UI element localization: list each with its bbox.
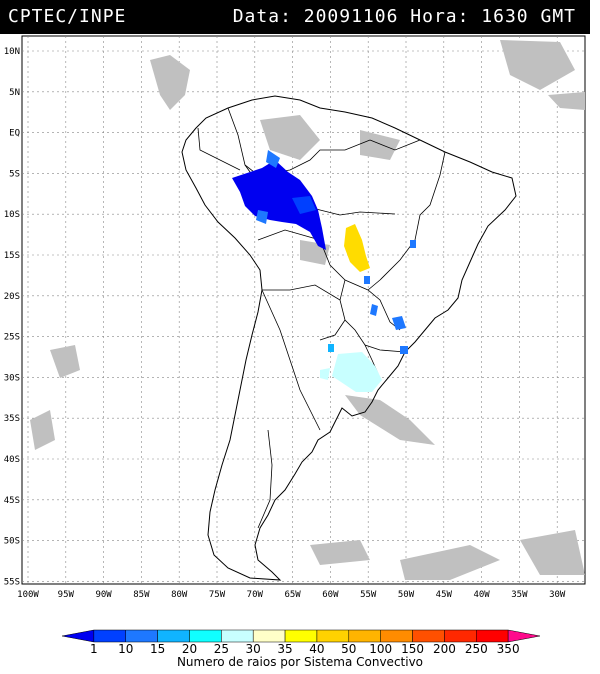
legend-swatch <box>507 629 541 643</box>
legend-tick-labels: 1 10 15 20 25 30 35 40 50 100 150 200 250 350 <box>90 642 520 656</box>
lon-label: 30W <box>549 590 566 600</box>
lat-label: 5S <box>9 169 20 179</box>
legend-tick: 30 <box>246 642 261 656</box>
legend-tick: 1 <box>90 642 98 656</box>
legend-swatch <box>412 629 445 643</box>
legend-tick: 50 <box>341 642 356 656</box>
lat-label: 5N <box>9 88 20 98</box>
lon-label: 50W <box>398 590 415 600</box>
legend-swatch <box>380 629 413 643</box>
lon-label: 85W <box>133 590 150 600</box>
legend-swatch <box>61 629 95 643</box>
lon-label: 45W <box>436 590 453 600</box>
lon-label: 95W <box>58 590 75 600</box>
lat-label: 10N <box>4 47 20 57</box>
legend-tick: 10 <box>118 642 133 656</box>
legend-swatch <box>252 629 286 643</box>
continent-outline <box>181 95 517 581</box>
country-borders <box>197 107 446 529</box>
legend-swatch <box>189 629 222 643</box>
lat-label: 25S <box>4 333 20 343</box>
lat-label: 15S <box>4 251 20 261</box>
legend-tick: 20 <box>182 642 197 656</box>
lon-label: 90W <box>95 590 112 600</box>
lat-label: EQ <box>9 129 20 139</box>
legend-colorbar <box>61 629 541 643</box>
lat-label: 30S <box>4 373 20 383</box>
lat-label: 20S <box>4 292 20 302</box>
legend-tick: 40 <box>309 642 324 656</box>
latitude-labels: 10N 5N EQ 5S 10S 15S 20S 25S 30S 35S 40S 45S 50S 55S <box>4 47 20 587</box>
legend-swatch <box>476 629 509 643</box>
map-header: CPTEC/INPE Data: 20091106 Hora: 1630 GMT <box>0 0 590 34</box>
legend-swatch <box>221 629 254 643</box>
map-svg: 10N5NEQ5S10S15S20S25S30S35S40S45S50S55S … <box>4 35 586 600</box>
lon-label: 65W <box>284 590 301 600</box>
lon-label: 35W <box>511 590 528 600</box>
cloud-cover <box>30 40 585 580</box>
lat-label: 40S <box>4 455 20 465</box>
legend-swatch <box>125 629 158 643</box>
legend-tick: 35 <box>277 642 292 656</box>
convective-systems <box>232 150 416 392</box>
lat-label: 50S <box>4 537 20 547</box>
legend: 1 10 15 20 25 30 35 40 50 100 150 200 250 350 Numero … <box>0 622 600 670</box>
lat-label: 45S <box>4 496 20 506</box>
legend-swatch <box>93 629 126 643</box>
source-label: CPTEC/INPE <box>8 6 127 27</box>
datetime-label: Data: 20091106 Hora: 1630 GMT <box>232 6 576 27</box>
lat-label: 55S <box>4 577 20 587</box>
graticule <box>22 36 585 584</box>
legend-title: Numero de raios por Sistema Convectivo <box>177 655 423 669</box>
legend-tick: 150 <box>401 642 424 656</box>
map-frame <box>21 35 586 585</box>
legend-tick: 200 <box>433 642 456 656</box>
legend-tick: 15 <box>150 642 165 656</box>
legend-swatch <box>157 629 190 643</box>
lat-label: 10S <box>4 210 20 220</box>
legend-tick: 100 <box>369 642 392 656</box>
legend-swatch <box>284 629 318 643</box>
lon-label: 40W <box>473 590 490 600</box>
legend-tick: 25 <box>214 642 229 656</box>
lon-label: 75W <box>209 590 226 600</box>
lon-label: 60W <box>322 590 339 600</box>
legend-svg: 1 10 15 20 25 30 35 40 50 100 150 200 250 350 Numero … <box>61 629 541 669</box>
longitude-labels: 100W 95W 90W 85W 80W 75W 70W 65W 60W 55W 50W 45W 40W… <box>17 590 566 600</box>
lon-label: 100W <box>17 590 39 600</box>
lon-label: 70W <box>247 590 264 600</box>
lat-label: 35S <box>4 414 20 424</box>
legend-swatch <box>444 629 477 643</box>
legend-tick: 350 <box>497 642 520 656</box>
legend-swatch <box>348 629 381 643</box>
legend-tick: 250 <box>465 642 488 656</box>
lon-label: 80W <box>171 590 188 600</box>
lon-label: 55W <box>360 590 377 600</box>
legend-swatch <box>316 629 350 643</box>
map-panel: 10N 5N EQ 5S 10S 15S 20S 25S 30S 35S 40S 45S 50S 55S … <box>0 34 600 604</box>
